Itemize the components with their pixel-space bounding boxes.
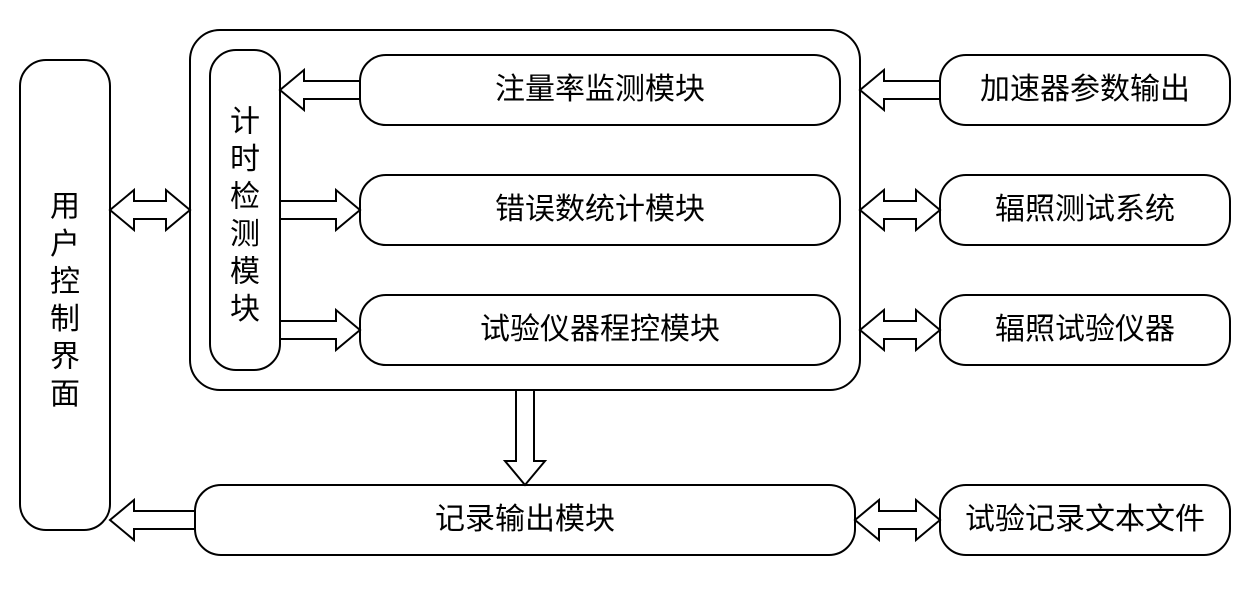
svg-text:用: 用 xyxy=(50,190,80,223)
svg-text:界: 界 xyxy=(50,340,80,373)
diagram-canvas: 用户控制界面 计时检测模块 注量率监测模块错误数统计模块试验仪器程控模块 加速器参数输… xyxy=(0,0,1240,608)
module1-label: 注量率监测模块 xyxy=(495,73,705,106)
svg-text:测: 测 xyxy=(230,218,260,251)
svg-text:面: 面 xyxy=(50,378,80,411)
svg-text:检: 检 xyxy=(230,180,260,213)
svg-text:时: 时 xyxy=(230,143,260,176)
svg-text:制: 制 xyxy=(50,303,80,336)
svg-text:计: 计 xyxy=(230,105,260,138)
right1-label: 加速器参数输出 xyxy=(980,73,1190,106)
svg-text:控: 控 xyxy=(50,265,80,298)
right3-label: 辐照试验仪器 xyxy=(995,313,1175,346)
module2-label: 错误数统计模块 xyxy=(495,193,705,226)
svg-text:户: 户 xyxy=(50,228,80,261)
svg-text:模: 模 xyxy=(230,255,260,288)
module3-label: 试验仪器程控模块 xyxy=(480,313,720,346)
right2-label: 辐照测试系统 xyxy=(995,193,1175,226)
record-label: 记录输出模块 xyxy=(435,503,615,536)
svg-text:块: 块 xyxy=(230,293,260,326)
file-label: 试验记录文本文件 xyxy=(965,503,1205,536)
